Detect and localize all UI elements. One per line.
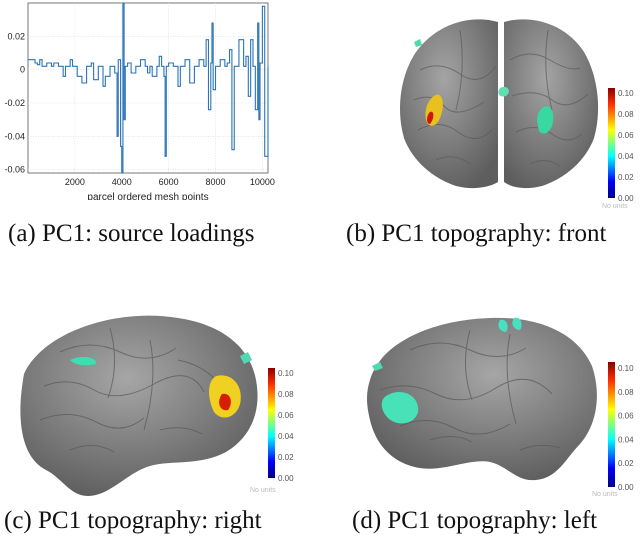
y-tick-label: -0.04 xyxy=(4,131,25,141)
activation-left-top xyxy=(498,319,508,332)
cortex-right-hemisphere xyxy=(504,19,599,189)
y-tick-label: -0.06 xyxy=(4,165,25,175)
activation-right xyxy=(537,106,554,134)
grid xyxy=(28,3,268,173)
y-axis-ticks: 0.02 0 -0.02 -0.04 -0.06 xyxy=(4,31,25,174)
activation-right-minor xyxy=(70,357,97,366)
no-units-label: No units xyxy=(250,487,276,494)
activation-right-frontal-core xyxy=(219,393,231,411)
y-tick-label: 0.02 xyxy=(7,31,25,41)
caption-a: (a) PC1: source loadings xyxy=(8,220,255,247)
plot-frame xyxy=(27,2,269,174)
x-tick-label: 8000 xyxy=(205,177,225,187)
colorbar-tick-label: 0.04 xyxy=(618,435,634,444)
colorbar-tick-label: 0.00 xyxy=(618,194,634,203)
x-axis-ticks: 2000 4000 6000 8000 10000 xyxy=(65,177,275,187)
colorbar-ticks: 0.10 0.08 0.06 0.04 0.02 0.00 xyxy=(278,369,294,483)
no-units-label: No units xyxy=(602,203,628,210)
colorbar-ticks: 0.10 0.08 0.06 0.04 0.02 0.00 xyxy=(618,364,634,492)
activation-left-core xyxy=(427,111,434,124)
activation-top xyxy=(498,86,509,97)
no-units-label: No units xyxy=(592,491,618,498)
colorbar-tick-label: 0.08 xyxy=(618,110,634,119)
colorbar-tick-label: 0.02 xyxy=(618,459,634,468)
colorbar xyxy=(608,88,615,198)
activation-right-edge xyxy=(240,352,252,364)
colorbar-tick-label: 0.04 xyxy=(618,152,634,161)
brain-right-view: 0.10 0.08 0.06 0.04 0.02 0.00 No units xyxy=(20,315,294,496)
brain-front-view: 0.10 0.08 0.06 0.04 0.02 0.00 No units xyxy=(400,19,634,210)
y-tick-label: -0.02 xyxy=(4,98,25,108)
caption-b: (b) PC1 topography: front xyxy=(346,220,607,247)
colorbar xyxy=(608,362,615,487)
colorbar-tick-label: 0.00 xyxy=(618,483,634,492)
gyri-pattern xyxy=(379,329,561,451)
x-tick-label: 6000 xyxy=(159,177,179,187)
x-tick-label: 2000 xyxy=(65,177,85,187)
colorbar-tick-label: 0.06 xyxy=(278,411,294,420)
colorbar-tick-label: 0.06 xyxy=(618,412,634,421)
x-tick-label: 4000 xyxy=(112,177,132,187)
colorbar-tick-label: 0.06 xyxy=(618,131,634,140)
colorbar-tick-label: 0.10 xyxy=(278,369,294,378)
colorbar-tick-label: 0.02 xyxy=(618,173,634,182)
x-tick-label: 10000 xyxy=(250,177,275,187)
caption-c: (c) PC1 topography: right xyxy=(4,507,262,534)
colorbar-tick-label: 0.04 xyxy=(278,432,294,441)
activation-left-top-2 xyxy=(512,317,522,330)
activation-left-minor xyxy=(372,362,383,371)
colorbar xyxy=(268,368,275,478)
colorbar-tick-label: 0.08 xyxy=(618,388,634,397)
activation-left-frontal xyxy=(381,391,419,424)
caption-d: (d) PC1 topography: left xyxy=(352,507,598,534)
brain-left-view: 0.10 0.08 0.06 0.04 0.02 0.00 No units xyxy=(367,317,634,498)
colorbar-tick-label: 0.10 xyxy=(618,89,634,98)
gyri-pattern xyxy=(413,29,589,167)
colorbar-tick-label: 0.08 xyxy=(278,390,294,399)
colorbar-tick-label: 0.00 xyxy=(278,474,294,483)
colorbar-tick-label: 0.02 xyxy=(278,453,294,462)
line-chart: 0.02 0 -0.02 -0.04 -0.06 2000 4000 6000 8000 100… xyxy=(4,2,275,200)
colorbar-tick-label: 0.10 xyxy=(618,364,634,373)
series-line xyxy=(28,2,269,174)
activation-small xyxy=(414,39,422,47)
x-axis-label: parcel ordered mesh points xyxy=(87,192,208,200)
colorbar-ticks: 0.10 0.08 0.06 0.04 0.02 0.00 xyxy=(618,89,634,203)
y-tick-label: 0 xyxy=(20,65,25,75)
cortex-left-hemisphere xyxy=(400,19,498,189)
cortex-left-lateral xyxy=(367,317,597,481)
